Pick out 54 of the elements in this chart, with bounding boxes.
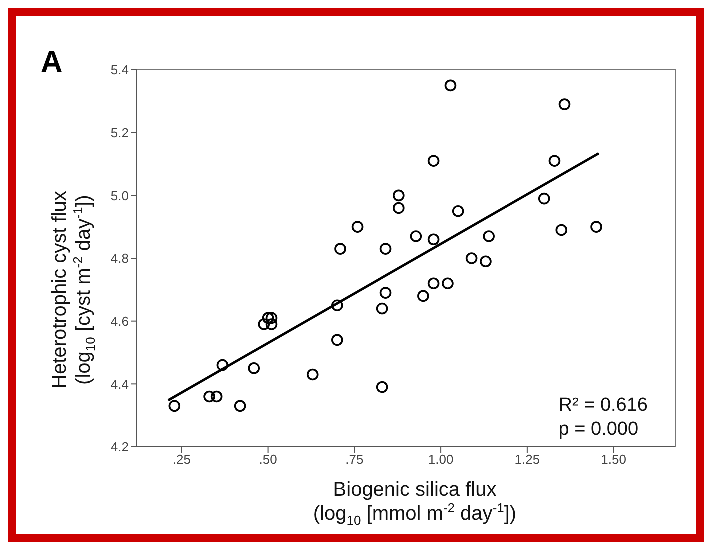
point bbox=[428, 155, 440, 168]
point bbox=[380, 287, 392, 299]
point bbox=[262, 312, 274, 324]
point bbox=[418, 290, 430, 302]
point bbox=[234, 400, 246, 412]
point bbox=[556, 224, 568, 236]
text: A bbox=[41, 46, 63, 80]
point bbox=[334, 243, 346, 255]
point bbox=[352, 221, 364, 233]
point bbox=[452, 205, 464, 218]
point bbox=[331, 334, 344, 346]
point bbox=[444, 80, 457, 92]
point bbox=[558, 98, 571, 110]
point bbox=[306, 368, 319, 381]
x-axis-title: Biogenic silica flux (log$_{10}$ [mmol m$^{-2}$ day$^{-1}$]) bbox=[312, 478, 518, 528]
annotation: p = 0.000 bbox=[558, 418, 640, 442]
point bbox=[483, 230, 495, 242]
x-tick-label: .50 bbox=[259, 452, 278, 468]
point bbox=[258, 318, 270, 330]
point bbox=[380, 243, 392, 255]
y-tick-label: 5.2 bbox=[110, 125, 129, 140]
x-tick-label: 1.50 bbox=[601, 452, 626, 468]
point bbox=[210, 390, 223, 403]
annotation: R² = 0.616 bbox=[558, 394, 648, 418]
x-tick-label: 1.25 bbox=[514, 452, 540, 468]
point bbox=[168, 400, 181, 412]
point bbox=[393, 202, 405, 214]
point bbox=[376, 381, 388, 394]
point bbox=[410, 230, 422, 242]
y-tick-label: 4.8 bbox=[110, 251, 129, 266]
x-tick-label: .75 bbox=[346, 452, 364, 468]
point bbox=[442, 278, 454, 290]
point bbox=[331, 300, 344, 312]
y-tick-label: 4.4 bbox=[110, 376, 129, 392]
point bbox=[548, 155, 561, 168]
point bbox=[266, 312, 278, 324]
point bbox=[428, 278, 440, 290]
point bbox=[428, 234, 440, 246]
point bbox=[590, 221, 602, 233]
y-tick-label: 5.4 bbox=[110, 62, 129, 78]
point bbox=[538, 192, 550, 205]
point bbox=[204, 390, 216, 403]
y-tick-label: 4.6 bbox=[110, 314, 129, 329]
point bbox=[393, 190, 405, 202]
x-tick-label: 1.00 bbox=[428, 452, 454, 468]
point bbox=[480, 256, 492, 268]
point bbox=[376, 302, 388, 315]
y-tick-label: 5.0 bbox=[110, 188, 129, 204]
point bbox=[248, 362, 260, 374]
point bbox=[466, 252, 478, 264]
x-tick-label: .25 bbox=[172, 452, 191, 468]
y-tick-label: 4.2 bbox=[110, 440, 129, 455]
point bbox=[216, 359, 229, 372]
point bbox=[266, 318, 278, 330]
